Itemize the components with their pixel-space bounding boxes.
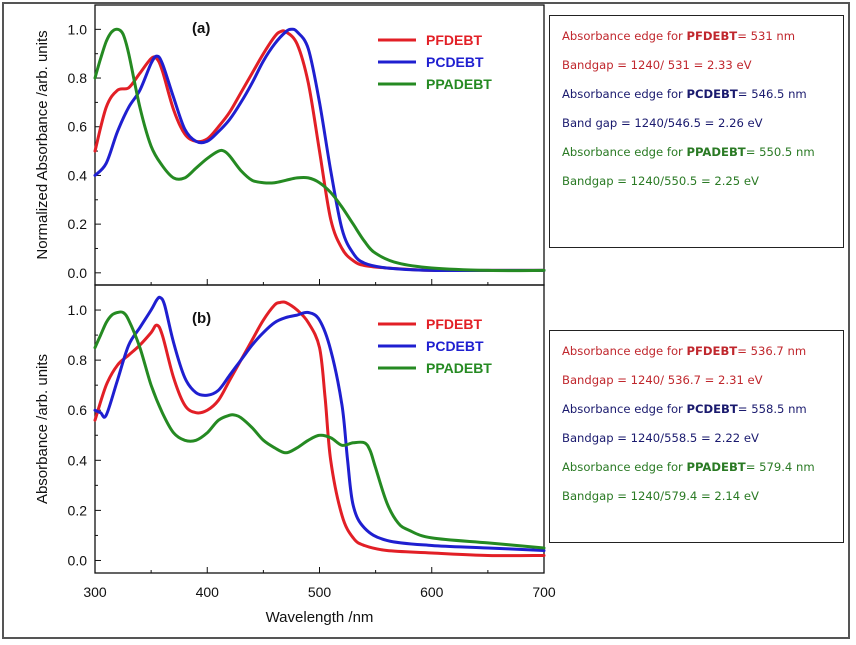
info-polymer-name: PPADEBT xyxy=(686,145,746,159)
y-tick-label: 0.4 xyxy=(68,452,88,468)
y-tick-label: 0.6 xyxy=(68,119,88,135)
info-text: Bandgap = 1240/550.5 = 2.25 eV xyxy=(562,174,759,188)
info-line: Absorbance edge for PFDEBT= 536.7 nm xyxy=(562,337,833,366)
info-text: Absorbance edge for xyxy=(562,344,687,358)
y-tick-label: 0.4 xyxy=(68,167,88,183)
info-polymer-name: PPADEBT xyxy=(686,460,746,474)
info-polymer-name: PCDEBT xyxy=(686,402,738,416)
y-tick-label: 0.2 xyxy=(68,216,88,232)
info-text: Bandgap = 1240/ 531 = 2.33 eV xyxy=(562,58,752,72)
info-text: Absorbance edge for xyxy=(562,402,687,416)
info-text: Absorbance edge for xyxy=(562,145,687,159)
info-text: Absorbance edge for xyxy=(562,87,687,101)
x-tick-label: 700 xyxy=(532,584,556,600)
info-line: Absorbance edge for PCDEBT= 558.5 nm xyxy=(562,395,833,424)
info-polymer-name: PCDEBT xyxy=(686,87,738,101)
series-line-ppadebt xyxy=(93,27,546,273)
info-line: Bandgap = 1240/579.4 = 2.14 eV xyxy=(562,482,833,511)
info-text: Bandgap = 1240/ 536.7 = 2.31 eV xyxy=(562,373,763,387)
info-line: Absorbance edge for PFDEBT= 531 nm xyxy=(562,22,833,51)
info-line: Absorbance edge for PCDEBT= 546.5 nm xyxy=(562,80,833,109)
info-line: Bandgap = 1240/ 531 = 2.33 eV xyxy=(562,51,833,80)
y-axis-label: Normalized Absorbance /arb. units xyxy=(34,30,51,259)
legend-label-ppadebt: PPADEBT xyxy=(426,76,492,92)
series-line-pcdebt xyxy=(93,27,546,273)
series-line-pfdebt xyxy=(93,29,546,273)
info-polymer-name: PFDEBT xyxy=(686,344,738,358)
legend-label-pcdebt: PCDEBT xyxy=(426,54,484,70)
info-line: Bandgap = 1240/550.5 = 2.25 eV xyxy=(562,167,833,196)
x-axis-label: Wavelength /nm xyxy=(266,609,374,626)
legend-label-pcdebt: PCDEBT xyxy=(426,338,484,354)
x-tick-label: 500 xyxy=(308,584,332,600)
info-value: = 536.7 nm xyxy=(737,344,807,358)
info-value: = 531 nm xyxy=(737,29,796,43)
legend-label-pfdebt: PFDEBT xyxy=(426,32,482,48)
info-value: = 550.5 nm xyxy=(745,145,815,159)
figure-frame xyxy=(2,2,850,639)
y-tick-label: 0.0 xyxy=(68,265,88,281)
info-value: = 579.4 nm xyxy=(745,460,815,474)
info-value: = 558.5 nm xyxy=(737,402,807,416)
info-text: Absorbance edge for xyxy=(562,29,687,43)
y-tick-label: 1.0 xyxy=(68,302,88,318)
x-tick-label: 400 xyxy=(196,584,220,600)
info-box-a: Absorbance edge for PFDEBT= 531 nm Bandga… xyxy=(549,15,844,248)
info-line: Bandgap = 1240/ 536.7 = 2.31 eV xyxy=(562,366,833,395)
info-line: Band gap = 1240/546.5 = 2.26 eV xyxy=(562,109,833,138)
info-value: = 546.5 nm xyxy=(737,87,807,101)
info-text: Bandgap = 1240/558.5 = 2.22 eV xyxy=(562,431,759,445)
legend-label-ppadebt: PPADEBT xyxy=(426,360,492,376)
legend-label-pfdebt: PFDEBT xyxy=(426,316,482,332)
y-tick-label: 0.8 xyxy=(68,70,88,86)
series-line-ppadebt xyxy=(93,310,546,550)
y-tick-label: 0.2 xyxy=(68,502,88,518)
y-tick-label: 0.6 xyxy=(68,402,88,418)
info-box-b: Absorbance edge for PFDEBT= 536.7 nm Band… xyxy=(549,330,844,543)
info-line: Absorbance edge for PPADEBT= 550.5 nm xyxy=(562,138,833,167)
y-tick-label: 1.0 xyxy=(68,21,88,37)
y-axis-label: Absorbance /arb. units xyxy=(34,354,51,504)
info-text: Absorbance edge for xyxy=(562,460,687,474)
x-tick-label: 300 xyxy=(83,584,107,600)
info-line: Bandgap = 1240/558.5 = 2.22 eV xyxy=(562,424,833,453)
y-tick-label: 0.8 xyxy=(68,352,88,368)
info-text: Band gap = 1240/546.5 = 2.26 eV xyxy=(562,116,763,130)
info-line: Absorbance edge for PPADEBT= 579.4 nm xyxy=(562,453,833,482)
series-line-pfdebt xyxy=(93,300,546,558)
x-tick-label: 600 xyxy=(420,584,444,600)
info-polymer-name: PFDEBT xyxy=(686,29,738,43)
panel-label: (a) xyxy=(192,20,210,37)
y-tick-label: 0.0 xyxy=(68,552,88,568)
info-text: Bandgap = 1240/579.4 = 2.14 eV xyxy=(562,489,759,503)
series-line-pcdebt xyxy=(93,295,546,552)
panel-label: (b) xyxy=(192,310,211,327)
